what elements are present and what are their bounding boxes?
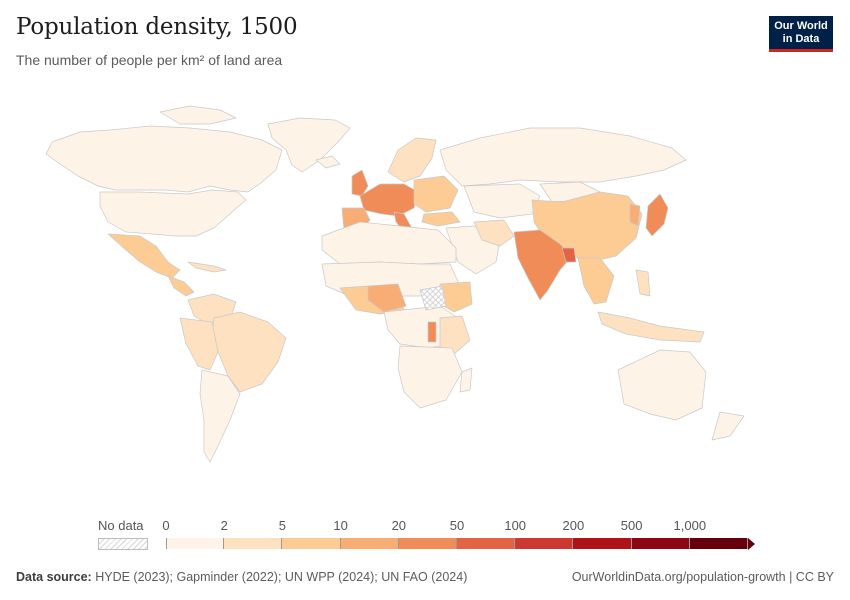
region-caribbean <box>187 261 227 273</box>
region-india <box>513 229 573 301</box>
legend-threshold-label: 0 <box>162 518 170 533</box>
legend-color-bin[interactable] <box>340 538 399 549</box>
legend-threshold-label: 100 <box>504 518 527 533</box>
legend-color-bin[interactable] <box>689 538 748 549</box>
legend-color-bin[interactable] <box>166 538 225 549</box>
region-british-isles <box>351 169 369 197</box>
region-australia <box>617 349 707 421</box>
region-argentina-chile <box>199 369 241 463</box>
region-new-zealand <box>711 411 745 441</box>
region-southeast-asia <box>577 257 615 305</box>
region-nigeria <box>367 283 407 313</box>
legend-threshold-label: 50 <box>449 518 465 533</box>
region-indonesia <box>597 311 705 343</box>
legend-color-bin[interactable] <box>398 538 457 549</box>
region-iceland <box>315 155 341 169</box>
legend-arrow-icon <box>748 537 755 550</box>
region-usa <box>99 189 247 237</box>
region-central-america <box>167 275 195 297</box>
logo-line-2: in Data <box>782 33 820 45</box>
region-philippines <box>635 269 651 297</box>
region-no-data <box>419 285 447 311</box>
region-japan <box>645 193 669 237</box>
region-canada-islands <box>159 105 237 125</box>
legend-threshold-label: 20 <box>391 518 407 533</box>
region-canada <box>45 125 283 193</box>
no-data-label: No data <box>98 518 144 533</box>
legend-color-bin[interactable] <box>631 538 690 549</box>
legend-color-bin[interactable] <box>282 538 341 549</box>
legend-color-bin[interactable] <box>224 538 283 549</box>
region-great-lakes <box>427 321 437 343</box>
legend-threshold-label: 500 <box>620 518 643 533</box>
region-peru-bolivia <box>179 317 219 371</box>
source-link[interactable]: OurWorldinData.org/population-growth | C… <box>571 570 834 584</box>
region-mexico <box>107 233 181 279</box>
legend-color-bin[interactable] <box>573 538 632 549</box>
region-western-europe <box>359 183 419 217</box>
region-korea <box>629 203 641 227</box>
legend-threshold-label: 1,000 <box>673 518 707 533</box>
region-eastern-europe <box>413 175 459 213</box>
region-ethiopia <box>439 281 473 313</box>
region-scandinavia <box>387 137 437 183</box>
region-central-asia <box>463 183 541 219</box>
legend-threshold-label: 5 <box>278 518 287 533</box>
region-iran <box>473 219 515 247</box>
region-bangladesh <box>561 247 577 263</box>
logo-line-1: Our World <box>774 20 828 32</box>
legend-threshold-label: 10 <box>333 518 348 533</box>
page-title: Population density, 1500 <box>16 14 298 40</box>
region-east-africa <box>439 315 471 357</box>
source-label: Data source: <box>16 570 92 584</box>
legend-threshold-label: 2 <box>220 518 228 533</box>
no-data-swatch <box>98 538 148 550</box>
world-map[interactable] <box>0 100 850 500</box>
region-southern-africa <box>397 345 463 409</box>
page-subtitle: The number of people per km² of land are… <box>16 52 283 68</box>
region-russia <box>439 127 687 187</box>
region-madagascar <box>459 367 473 393</box>
source-text: HYDE (2023); Gapminder (2022); UN WPP (2… <box>95 570 468 584</box>
color-legend: No data 0 2 5 10 20 50 100 200 500 1,000 <box>0 512 850 552</box>
legend-color-bin[interactable] <box>515 538 574 549</box>
legend-color-bin[interactable] <box>457 538 516 549</box>
region-north-africa <box>321 221 457 265</box>
legend-threshold-label: 200 <box>562 518 585 533</box>
owid-logo[interactable]: Our World in Data <box>769 16 833 52</box>
region-turkey <box>421 211 461 227</box>
data-source: Data source: HYDE (2023); Gapminder (202… <box>16 570 467 584</box>
